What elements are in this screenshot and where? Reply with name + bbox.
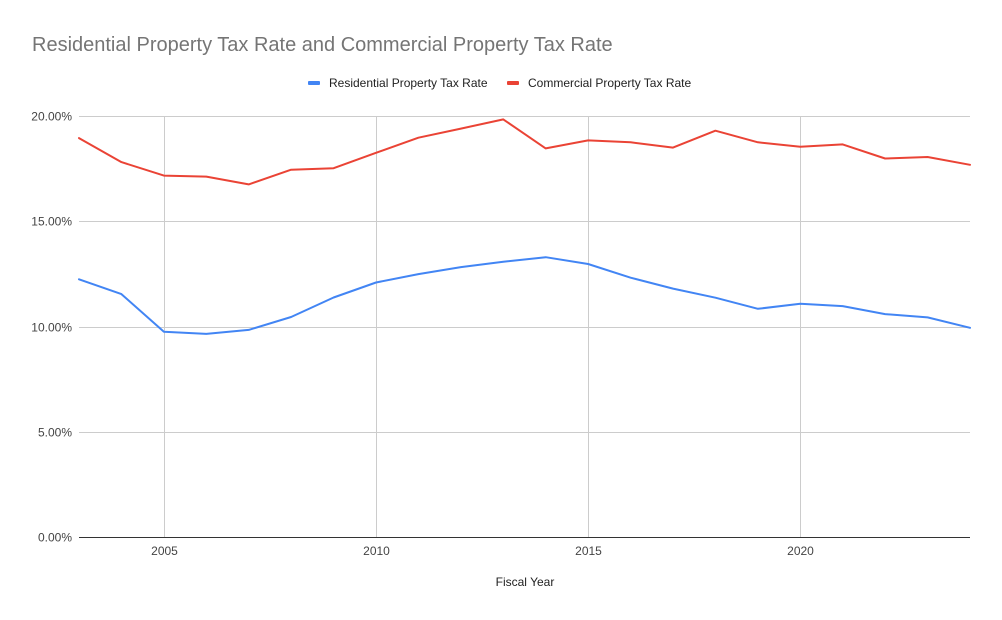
y-tick-label: 15.00%: [31, 215, 72, 229]
data-point[interactable]: [330, 294, 338, 302]
data-point[interactable]: [245, 180, 253, 188]
series-lines: [75, 115, 974, 338]
data-point[interactable]: [160, 172, 168, 180]
data-point[interactable]: [542, 144, 550, 152]
data-point[interactable]: [924, 153, 932, 161]
data-point[interactable]: [414, 270, 422, 278]
data-point[interactable]: [711, 127, 719, 135]
data-point[interactable]: [627, 138, 635, 146]
data-point[interactable]: [924, 313, 932, 321]
legend-swatch-commercial: [507, 81, 519, 85]
data-point[interactable]: [202, 330, 210, 338]
y-axis-tick-labels: 0.00% 5.00% 10.00% 15.00% 20.00%: [31, 110, 72, 545]
legend-item-residential[interactable]: Residential Property Tax Rate: [308, 76, 488, 90]
data-point[interactable]: [499, 115, 507, 123]
y-tick-label: 0.00%: [38, 531, 72, 545]
data-point[interactable]: [881, 155, 889, 163]
data-point[interactable]: [754, 305, 762, 313]
y-tick-label: 10.00%: [31, 321, 72, 335]
x-tick-label: 2015: [575, 544, 602, 558]
y-tick-label: 5.00%: [38, 426, 72, 440]
data-point[interactable]: [372, 149, 380, 157]
data-point[interactable]: [75, 275, 83, 283]
data-point[interactable]: [202, 173, 210, 181]
legend-item-commercial[interactable]: Commercial Property Tax Rate: [507, 76, 691, 90]
data-point[interactable]: [796, 143, 804, 151]
data-point[interactable]: [160, 328, 168, 336]
data-point[interactable]: [117, 290, 125, 298]
data-point[interactable]: [796, 300, 804, 308]
y-gridlines: [79, 116, 970, 433]
x-gridlines: [164, 116, 801, 537]
data-point[interactable]: [754, 138, 762, 146]
data-point[interactable]: [584, 136, 592, 144]
data-point[interactable]: [287, 166, 295, 174]
x-tick-label: 2005: [151, 544, 178, 558]
data-point[interactable]: [839, 302, 847, 310]
data-point[interactable]: [245, 326, 253, 334]
data-point[interactable]: [881, 310, 889, 318]
y-tick-label: 20.00%: [31, 110, 72, 124]
legend: Residential Property Tax Rate Commercial…: [308, 76, 691, 90]
data-point[interactable]: [499, 258, 507, 266]
legend-label-commercial: Commercial Property Tax Rate: [528, 76, 691, 90]
data-point[interactable]: [627, 274, 635, 282]
series-line-residential[interactable]: [78, 256, 971, 335]
data-point[interactable]: [330, 164, 338, 172]
data-point[interactable]: [669, 285, 677, 293]
data-point[interactable]: [457, 125, 465, 133]
x-tick-label: 2020: [787, 544, 814, 558]
data-point[interactable]: [711, 294, 719, 302]
x-axis-title: Fiscal Year: [496, 575, 555, 589]
chart-title: Residential Property Tax Rate and Commer…: [32, 34, 613, 56]
data-point[interactable]: [839, 140, 847, 148]
data-point[interactable]: [966, 161, 974, 169]
data-point[interactable]: [584, 260, 592, 268]
x-axis-tick-labels: 2005 2010 2015 2020: [151, 544, 814, 558]
data-point[interactable]: [287, 313, 295, 321]
legend-label-residential: Residential Property Tax Rate: [329, 76, 488, 90]
series-line-commercial[interactable]: [78, 118, 971, 186]
x-tick-label: 2010: [363, 544, 390, 558]
data-point[interactable]: [669, 144, 677, 152]
legend-swatch-residential: [308, 81, 320, 85]
data-point[interactable]: [75, 134, 83, 142]
data-point[interactable]: [457, 263, 465, 271]
data-point[interactable]: [966, 324, 974, 332]
data-point[interactable]: [117, 158, 125, 166]
data-point[interactable]: [542, 253, 550, 261]
data-point[interactable]: [372, 279, 380, 287]
data-point[interactable]: [414, 134, 422, 142]
